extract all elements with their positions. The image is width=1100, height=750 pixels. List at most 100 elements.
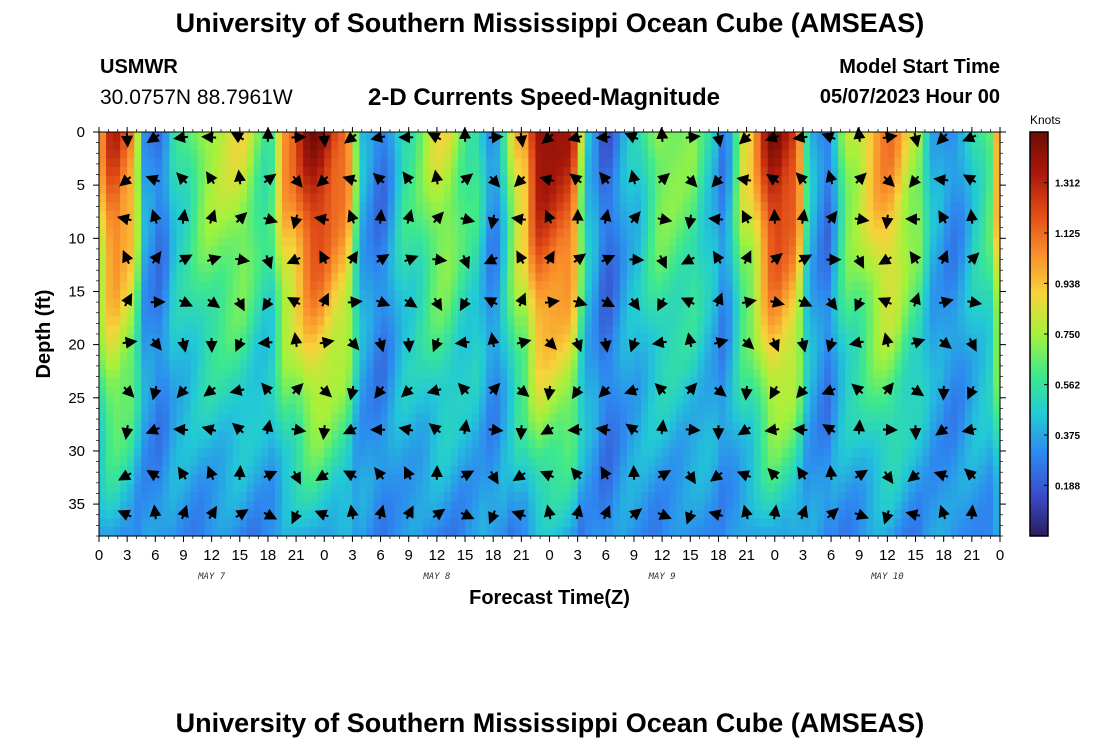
heatmap-cell [570,307,579,318]
heatmap-cell [260,167,269,177]
heatmap-cell [957,448,966,458]
heatmap-cell [549,404,558,414]
heatmap-cell [542,246,551,256]
heatmap-cell [394,175,403,186]
heatmap-cell [570,167,579,177]
heatmap-cell [725,307,734,318]
heatmap-cell [704,132,712,142]
heatmap-cell [317,404,325,414]
heatmap-cell [507,351,515,361]
heatmap-cell [739,263,748,274]
heatmap-cell [908,219,917,230]
heatmap-cell [619,430,628,440]
heatmap-cell [795,140,804,151]
heatmap-cell [662,448,670,458]
heatmap-cell [655,246,663,256]
heatmap-cell [957,290,966,300]
heatmap-cell [190,430,199,440]
heatmap-cell [718,263,727,274]
heatmap-cell [352,325,361,335]
heatmap-cell [260,184,269,195]
heatmap-cell [176,167,185,177]
heatmap-cell [521,158,529,168]
heatmap-cell [493,246,501,256]
heatmap-cell [669,167,677,177]
heatmap-cell [563,246,572,256]
heatmap-cell [113,395,121,405]
heatmap-cell [570,281,579,291]
heatmap-cell [943,219,952,230]
heatmap-cell [324,263,332,274]
heatmap-cell [204,456,213,467]
heatmap-cell [746,167,755,177]
heatmap-cell [563,377,572,388]
heatmap-cell [296,439,304,449]
heatmap-cell [521,377,529,388]
heatmap-cell [633,193,642,203]
heatmap-cell [253,439,262,449]
heatmap-cell [106,193,114,203]
heatmap-cell [500,360,508,370]
heatmap-cell [542,290,551,300]
heatmap-cell [450,439,459,449]
heatmap-cell [591,316,600,326]
heatmap-cell [303,272,311,282]
heatmap-cell [310,351,318,361]
heatmap-cell [936,360,945,370]
heatmap-cell [500,237,508,247]
heatmap-cell [141,272,149,282]
heatmap-cell [859,149,867,159]
heatmap-cell [260,219,269,230]
heatmap-cell [922,369,931,379]
heatmap-cell [683,228,691,238]
heatmap-cell [310,456,318,467]
heatmap-cell [781,404,790,414]
heatmap-cell [521,395,529,405]
heatmap-cell [204,140,213,151]
heatmap-cell [289,316,297,326]
heatmap-cell [887,413,896,423]
heatmap-cell [401,404,410,414]
heatmap-cell [479,307,487,318]
heatmap-cell [788,298,797,309]
heatmap-cell [718,430,727,440]
heatmap-cell [225,193,234,203]
heatmap-cell [359,184,368,195]
heatmap-cell [493,149,501,159]
heatmap-cell [795,413,804,423]
heatmap-cell [141,298,149,309]
heatmap-cell [507,237,515,247]
heatmap-cell [922,193,931,203]
heatmap-cell [472,360,480,370]
heatmap-cell [591,334,600,344]
heatmap-cell [99,404,107,414]
heatmap-cell [908,421,917,432]
heatmap-cell [767,395,776,405]
heatmap-cell [838,298,846,309]
heatmap-cell [746,281,755,291]
heatmap-cell [436,395,445,405]
heatmap-cell [556,413,565,423]
heatmap-cell [211,281,220,291]
heatmap-cell [394,395,403,405]
heatmap-cell [521,281,529,291]
heatmap-cell [303,263,311,274]
heatmap-cell [788,228,797,238]
heatmap-cell [472,456,480,467]
heatmap-cell [148,413,156,423]
heatmap-cell [676,395,684,405]
heatmap-cell [556,386,565,397]
heatmap-cell [289,184,297,195]
heatmap-cell [584,228,593,238]
heatmap-cell [831,149,839,159]
heatmap-cell [528,219,537,230]
heatmap-cell [584,325,593,335]
model-start-value: 05/07/2023 Hour 00 [819,86,1000,108]
heatmap-cell [591,246,600,256]
heatmap-cell [556,254,565,265]
heatmap-cell [802,307,811,318]
heatmap-cell [134,395,142,405]
heatmap-cell [633,334,642,344]
heatmap-cell [683,193,691,203]
heatmap-cell [648,307,656,318]
